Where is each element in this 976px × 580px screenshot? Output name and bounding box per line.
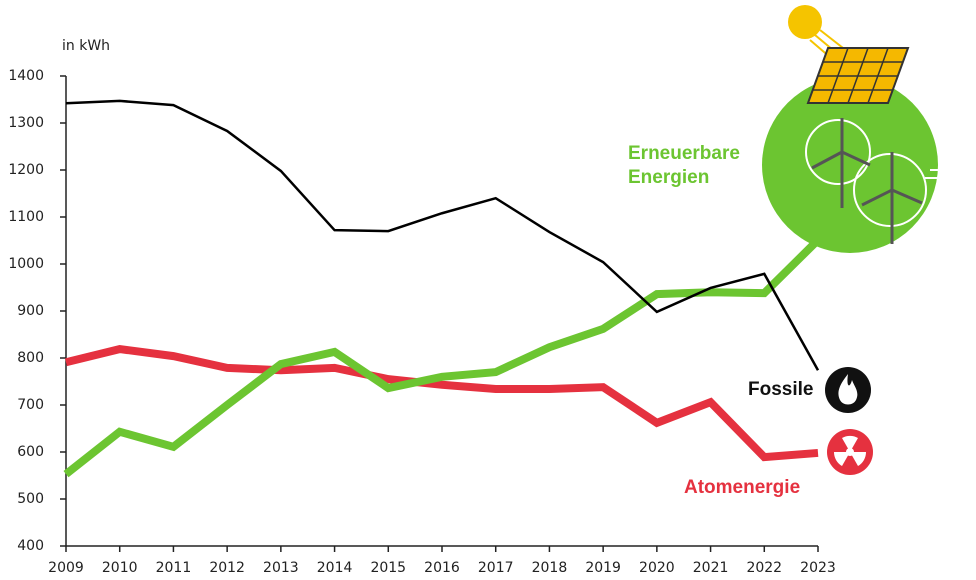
x-tick-label: 2015 xyxy=(370,560,406,576)
chart: in kWh 400 500 600 700 800 900 1000 1100 1200 130… xyxy=(0,0,976,580)
x-tick-label: 2019 xyxy=(585,560,621,576)
y-tick-label: 1000 xyxy=(8,256,44,272)
x-tick-label: 2010 xyxy=(102,560,138,576)
x-tick-label: 2023 xyxy=(800,560,836,576)
page: in kWh 400 500 600 700 800 900 1000 1100 1200 130… xyxy=(0,0,976,580)
x-tick-label: 2017 xyxy=(478,560,514,576)
y-tick-label: 1100 xyxy=(8,209,44,225)
y-tick-label: 1200 xyxy=(8,162,44,178)
x-tick-label: 2018 xyxy=(532,560,568,576)
x-tick-label: 2022 xyxy=(746,560,782,576)
x-tick-label: 2016 xyxy=(424,560,460,576)
y-tick-label: 700 xyxy=(17,397,44,413)
x-tick-label: 2014 xyxy=(317,560,353,576)
renewables-icon xyxy=(762,5,955,253)
x-tick-label: 2011 xyxy=(156,560,192,576)
x-tick-label: 2012 xyxy=(209,560,245,576)
series-label: Fossile xyxy=(748,378,813,402)
y-tick-label: 900 xyxy=(17,303,44,319)
y-tick-label: 400 xyxy=(17,538,44,554)
fossil-icon xyxy=(825,367,871,413)
x-tick-label: 2013 xyxy=(263,560,299,576)
y-axis-label: in kWh xyxy=(62,38,110,54)
y-tick-label: 1300 xyxy=(8,115,44,131)
x-tick-label: 2020 xyxy=(639,560,675,576)
y-tick-label: 800 xyxy=(17,350,44,366)
x-tick-label: 2021 xyxy=(693,560,729,576)
y-tick-label: 600 xyxy=(17,444,44,460)
nuclear-icon xyxy=(827,429,873,475)
y-tick-label: 500 xyxy=(17,491,44,507)
series-label: Atomenergie xyxy=(684,476,800,500)
series-label: Erneuerbare Energien xyxy=(628,142,768,190)
y-tick-label: 1400 xyxy=(8,68,44,84)
x-tick-label: 2009 xyxy=(48,560,84,576)
